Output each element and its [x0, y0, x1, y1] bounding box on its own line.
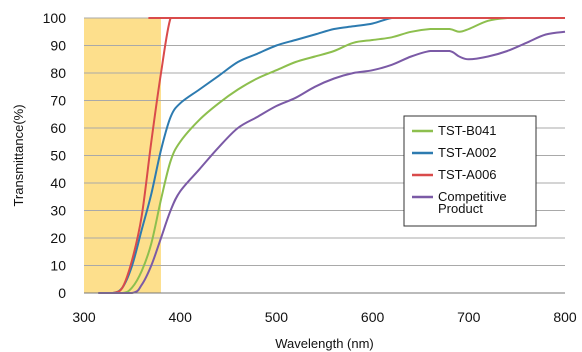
series-line-2: [98, 16, 565, 295]
series-line-4: [98, 30, 566, 295]
legend-label: Competitive: [438, 189, 507, 204]
y-tick-label: 70: [50, 93, 66, 109]
x-tick-label: 300: [72, 309, 96, 325]
y-axis-label: Transmittance(%): [11, 104, 26, 206]
x-tick-labels: 300 400 500 600 700 800: [72, 309, 577, 325]
y-tick-label: 60: [50, 120, 66, 136]
legend-item-1: TST-B041: [412, 123, 497, 138]
y-tick-label: 100: [43, 10, 67, 26]
legend-box: [403, 115, 537, 227]
y-tick-label: 80: [50, 65, 66, 81]
y-tick-label: 50: [50, 148, 66, 164]
y-tick-label: 40: [50, 175, 66, 191]
y-tick-labels: 0 10 20 30 40 50 60 70 80 90 100: [43, 10, 67, 301]
legend-label: TST-A006: [438, 167, 497, 182]
x-tick-label: 500: [265, 309, 289, 325]
legend: TST-B041 TST-A002 TST-A006 CompetitiveProdu…: [403, 115, 537, 227]
x-tick-label: 800: [553, 309, 577, 325]
legend-label: TST-A002: [438, 145, 497, 160]
legend-label: TST-B041: [438, 123, 497, 138]
y-tick-label: 0: [58, 285, 66, 301]
x-tick-label: 400: [169, 309, 193, 325]
y-tick-label: 10: [50, 258, 66, 274]
x-tick-label: 700: [457, 309, 481, 325]
legend-item-2: TST-A002: [412, 145, 497, 160]
y-tick-label: 20: [50, 230, 66, 246]
series-line-1: [98, 17, 565, 295]
y-tick-label: 90: [50, 38, 66, 54]
y-tick-label: 30: [50, 203, 66, 219]
legend-label: Product: [438, 201, 483, 216]
series-line-3: [98, 16, 565, 295]
x-tick-label: 600: [361, 309, 385, 325]
legend-item-3: TST-A006: [412, 167, 497, 182]
series-lines: [98, 16, 566, 295]
x-axis-label: Wavelength (nm): [275, 336, 374, 351]
